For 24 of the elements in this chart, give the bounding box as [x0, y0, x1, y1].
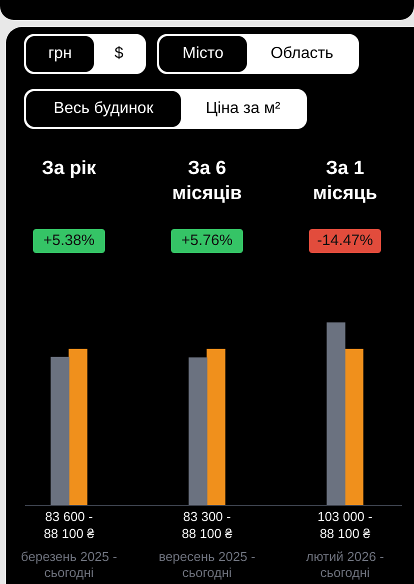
text: вересень 2025 - сьогодні: [158, 549, 256, 581]
text: -14.47%: [309, 229, 381, 253]
text: Місто: [159, 36, 247, 72]
text: 103 000 - 88 100 ₴: [316, 508, 374, 542]
bar: [206, 348, 226, 506]
text: лютий 2026 - сьогодні: [305, 549, 385, 581]
text: Область: [247, 36, 357, 72]
text: 83 300 - 88 100 ₴: [180, 508, 234, 542]
text: +5.76%: [171, 229, 243, 253]
text: Ціна за м²: [181, 91, 305, 127]
x-tick-label: За рік: [42, 157, 96, 181]
bar: [68, 348, 88, 506]
text: березень 2025 - сьогодні: [20, 549, 118, 581]
text: +5.38%: [33, 229, 105, 253]
x-tick-label: За 6 місяців: [171, 157, 243, 206]
bar: [326, 322, 346, 506]
text: Весь будинок: [26, 91, 181, 127]
x-tick-label: За 1 місяць: [312, 157, 378, 206]
bar: [50, 356, 70, 506]
text: 83 600 - 88 100 ₴: [42, 508, 96, 542]
text: грн: [26, 36, 94, 72]
bar: [188, 357, 208, 506]
text: $: [94, 36, 144, 72]
bar: [344, 348, 364, 506]
